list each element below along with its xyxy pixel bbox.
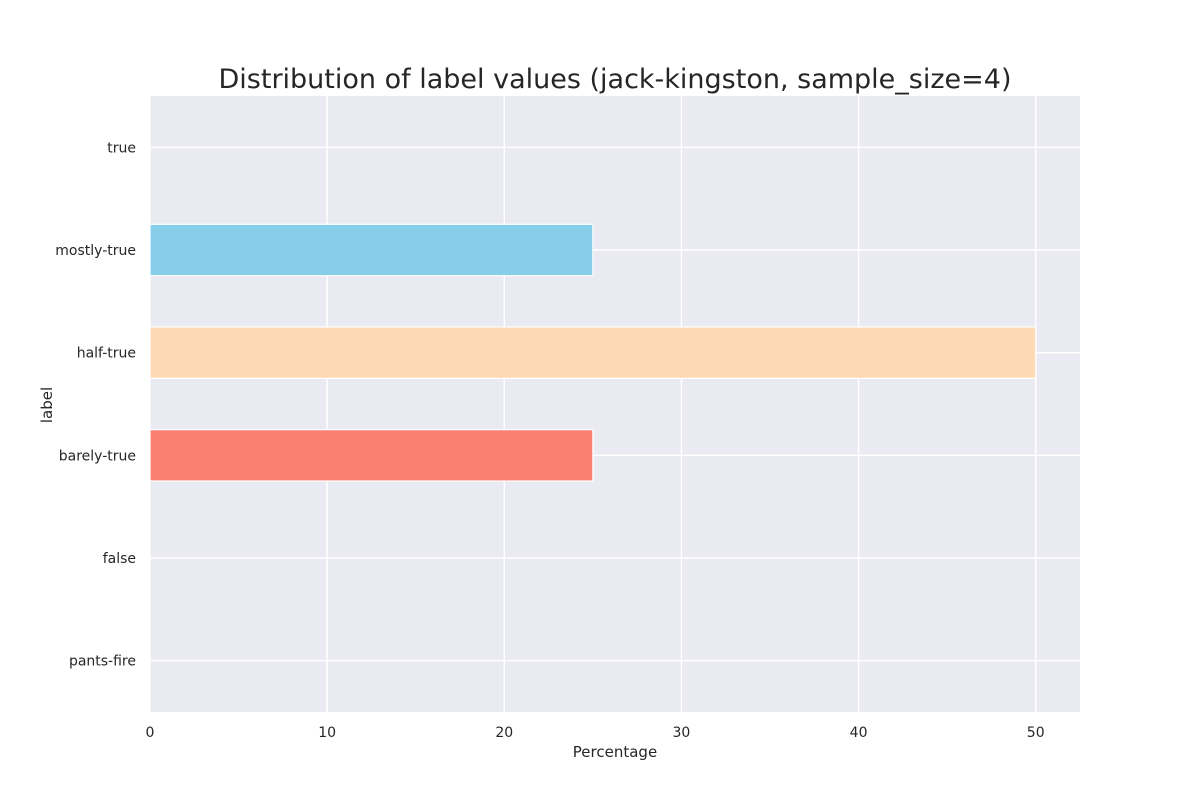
- y-axis-label: label: [38, 387, 56, 423]
- y-tick-label: barely-true: [59, 448, 136, 464]
- x-axis-label: Percentage: [573, 743, 657, 761]
- plot-area: 0 10 20 30 40 50 true mostly-true half-true barel…: [55, 96, 1080, 741]
- x-tick-label: 20: [495, 725, 513, 741]
- y-tick-label: true: [107, 140, 136, 156]
- y-tick-label: half-true: [77, 346, 136, 362]
- bar-barely-true: [149, 429, 594, 482]
- x-tick-label: 40: [850, 725, 868, 741]
- x-tick-label: 50: [1027, 725, 1045, 741]
- x-tick-label: 10: [318, 725, 336, 741]
- x-tick-label: 30: [673, 725, 691, 741]
- chart-title: Distribution of label values (jack-kings…: [219, 64, 1012, 95]
- bar-half-true: [149, 326, 1037, 379]
- plot-background: [150, 96, 1080, 712]
- x-tick-label: 0: [146, 725, 155, 741]
- y-tick-label: mostly-true: [55, 243, 136, 259]
- bar-mostly-true: [149, 223, 594, 277]
- y-tick-label: pants-fire: [69, 654, 136, 670]
- y-tick-label: false: [103, 551, 136, 567]
